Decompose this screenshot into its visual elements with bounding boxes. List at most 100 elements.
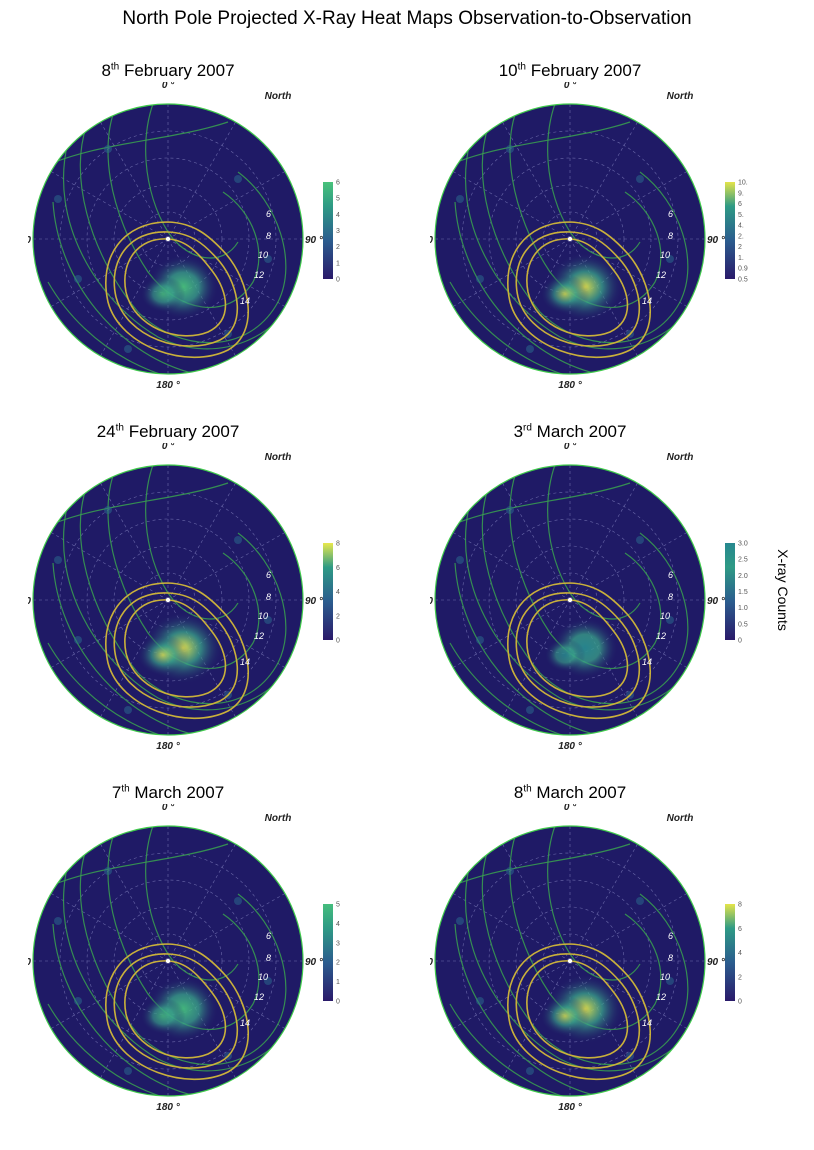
panel-title-rest: March 2007 <box>531 783 627 802</box>
local-time-label: 14 <box>240 296 250 306</box>
longitude-label-90: 90 ° <box>305 596 324 607</box>
xray-speckle <box>506 145 514 153</box>
auroral-oval-contour <box>515 953 641 1069</box>
longitude-gridline <box>502 843 571 962</box>
xray-speckle <box>74 275 82 283</box>
local-time-label: 14 <box>642 296 652 306</box>
local-time-label: 10 <box>258 972 268 982</box>
auroral-oval-contour <box>507 943 651 1081</box>
auroral-oval-contour <box>515 592 641 708</box>
longitude-label-0: 0 ° <box>162 82 175 91</box>
local-time-label: 8 <box>668 231 673 241</box>
longitude-gridline <box>452 532 571 601</box>
local-time-label: 10 <box>258 611 268 621</box>
auroral-oval-contour <box>526 960 629 1059</box>
longitude-gridline <box>167 121 236 240</box>
auroral-oval-contour <box>507 582 651 720</box>
colorbar-tick-label: 3 <box>336 940 340 947</box>
colorbar-tick-label: 0.9 <box>738 266 748 273</box>
colorbar-tick-label: 2. <box>738 233 744 240</box>
polar-rim <box>434 103 706 375</box>
panel-title-rest: February 2007 <box>525 61 642 80</box>
longitude-gridline <box>569 171 688 240</box>
panel-title-suffix: rd <box>523 422 532 434</box>
pole-marker <box>567 958 573 964</box>
panel-title-rest: March 2007 <box>129 783 225 802</box>
auroral-oval-contour <box>105 943 249 1081</box>
colorbar-tick-label: 4 <box>336 921 340 928</box>
xray-speckle <box>54 917 62 925</box>
panel-title-rest: February 2007 <box>119 61 235 80</box>
local-time-label: 6 <box>266 209 271 219</box>
xray-emission-region <box>140 275 186 313</box>
xray-speckle <box>264 977 272 985</box>
longitude-gridline <box>50 238 169 307</box>
colorbar-tick-label: 2.5 <box>738 557 748 564</box>
local-time-contour <box>47 1003 239 1096</box>
longitude-gridline <box>569 893 688 962</box>
auroral-oval-contour <box>113 953 239 1069</box>
colorbar-tick-label: 1 <box>336 979 340 986</box>
longitude-gridline <box>50 532 169 601</box>
heatmap-panel: 24th February 2007 6 8 10 12 14 0 ° North 90 ° 18… <box>28 422 388 789</box>
colorbar-tick-label: 9. <box>738 190 744 197</box>
longitude-label-270: 270 <box>430 957 433 968</box>
xray-speckle <box>124 345 132 353</box>
longitude-gridline <box>569 960 688 1029</box>
colorbar-tick-label: 3.0 <box>738 541 748 548</box>
longitude-label-90: 90 ° <box>707 596 726 607</box>
colorbar <box>725 543 735 640</box>
local-time-label: 8 <box>266 592 271 602</box>
local-time-label: 8 <box>668 953 673 963</box>
auroral-oval-contour <box>515 231 641 347</box>
longitude-gridline <box>502 960 571 1079</box>
north-label: North <box>667 91 694 102</box>
auroral-oval-contour <box>124 238 227 337</box>
colorbar-tick-label: 1.5 <box>738 589 748 596</box>
colorbar-tick-label: 6 <box>738 926 742 933</box>
longitude-label-270: 270 <box>28 957 31 968</box>
panel-title-day: 10 <box>498 61 518 80</box>
local-time-contour <box>449 1003 641 1096</box>
colorbar-tick-label: 0.5 <box>738 277 748 284</box>
colorbar-tick-label: 10. <box>738 180 748 187</box>
longitude-gridline <box>167 599 286 668</box>
longitude-gridline <box>569 121 638 240</box>
colorbar <box>323 904 333 1001</box>
longitude-gridline <box>452 171 571 240</box>
longitude-gridline <box>50 960 169 1029</box>
polar-plot: 6 8 10 12 14 0 ° North 90 ° 180 ° 270 8 6 4 2 0 <box>430 804 742 1113</box>
polar-plot: 6 8 10 12 14 0 ° North 90 ° 180 ° 270 8 6 4 2 0 <box>28 443 340 752</box>
longitude-label-270: 270 <box>430 596 433 607</box>
colorbar-tick-label: 2 <box>336 244 340 251</box>
longitude-gridline <box>569 599 688 668</box>
local-time-label: 6 <box>266 931 271 941</box>
local-time-contour <box>47 642 239 735</box>
colorbar <box>323 182 333 279</box>
longitude-gridline <box>100 843 169 962</box>
local-time-contour <box>481 482 689 705</box>
colorbar-tick-label: 4. <box>738 223 744 230</box>
auroral-oval-contour <box>105 221 249 359</box>
local-time-label: 10 <box>660 972 670 982</box>
longitude-label-0: 0 ° <box>162 443 175 452</box>
polar-rim <box>32 825 304 1097</box>
colorbar-tick-label: 5 <box>336 196 340 203</box>
local-time-label: 6 <box>668 931 673 941</box>
heatmap-panel: 8th February 2007 6 8 10 12 14 0 ° North 90 ° 180… <box>28 61 388 428</box>
local-time-contour <box>47 281 239 374</box>
polar-rim <box>434 464 706 736</box>
colorbar-tick-label: 8 <box>336 541 340 548</box>
longitude-gridline <box>502 121 571 240</box>
local-time-label: 14 <box>240 1018 250 1028</box>
colorbar-tick-label: 0 <box>336 999 340 1006</box>
colorbar-tick-label: 4 <box>336 212 340 219</box>
panel-title-suffix: th <box>517 61 526 73</box>
polar-rim <box>434 825 706 1097</box>
xray-speckle <box>506 867 514 875</box>
longitude-gridline <box>50 893 169 962</box>
panel-title: 7th March 2007 <box>28 783 308 803</box>
longitude-label-180: 180 ° <box>156 1102 180 1113</box>
